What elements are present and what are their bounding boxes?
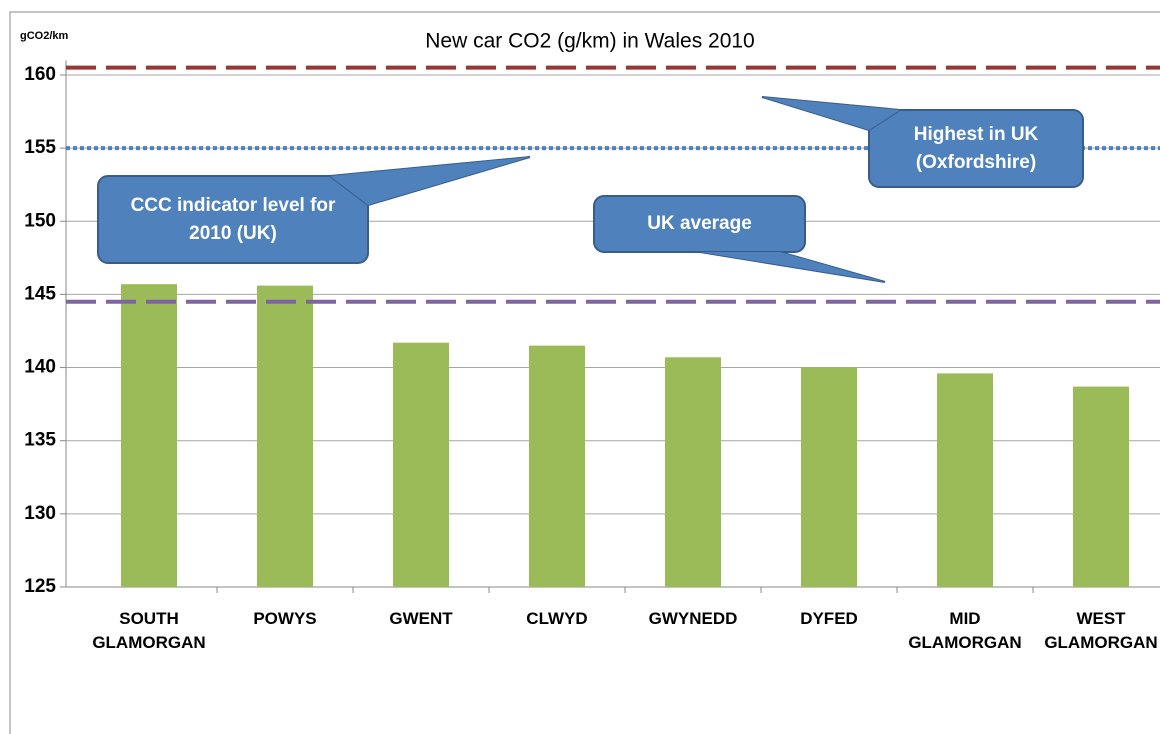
bar (393, 342, 449, 587)
x-tick-label: GWYNEDD (648, 609, 738, 628)
bar (121, 284, 177, 587)
bar (257, 285, 313, 587)
y-tick-label: 130 (24, 503, 56, 524)
x-tick-label: CLWYD (526, 609, 588, 628)
y-tick-label: 145 (24, 283, 56, 304)
callout-joint (762, 97, 900, 130)
callout-text: Highest in UK (Oxfordshire) (913, 123, 1039, 173)
bar (1073, 386, 1129, 587)
bar (801, 367, 857, 587)
x-tick-label: DYFED (800, 609, 858, 628)
callout-text: CCC indicator level for 2010 (UK) (130, 194, 336, 244)
chart-frame (9, 11, 1160, 734)
bar (937, 373, 993, 587)
y-tick-label: 155 (24, 137, 56, 158)
callout-text: UK average (647, 213, 752, 234)
callout-joint (700, 252, 885, 282)
chart-title: New car CO2 (g/km) in Wales 2010 (425, 30, 755, 53)
x-tick-label: MID GLAMORGAN (908, 609, 1022, 652)
callout-box (868, 109, 1084, 188)
y-tick-label: 150 (24, 210, 56, 231)
bar (529, 345, 585, 587)
x-tick-label: SOUTH GLAMORGAN (92, 609, 206, 652)
y-tick-label: 135 (24, 430, 56, 451)
bar (665, 357, 721, 587)
y-tick-label: 140 (24, 357, 56, 378)
y-tick-label: 125 (24, 576, 56, 597)
y-tick-label: 160 (24, 64, 56, 85)
x-tick-label: POWYS (253, 609, 317, 628)
x-tick-label: WEST GLAMORGAN (1044, 609, 1158, 652)
x-tick-label: GWENT (389, 609, 453, 628)
callout-box (97, 175, 369, 264)
callout-box (593, 195, 806, 253)
y-axis-label: gCO2/km (20, 30, 69, 42)
callout-joint (330, 157, 530, 205)
